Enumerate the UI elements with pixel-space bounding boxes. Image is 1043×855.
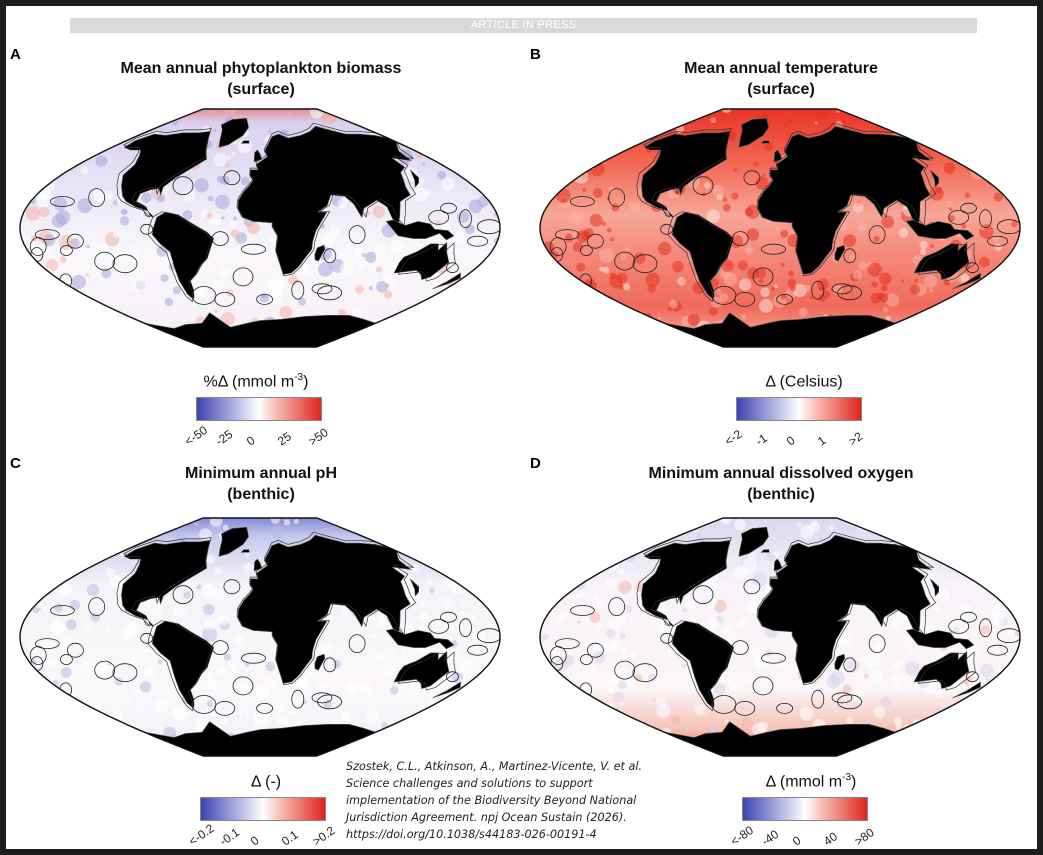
colorbar xyxy=(196,397,322,421)
unit-text: %Δ (mmol m xyxy=(203,373,295,391)
panel-title: Minimum annual dissolved oxygen (benthic… xyxy=(546,463,1016,505)
world-map xyxy=(539,108,1021,348)
unit-exponent: -3 xyxy=(842,772,852,783)
title-line-2: (benthic) xyxy=(747,486,815,503)
colorbar-tick-label: 0 xyxy=(244,433,258,449)
article-in-press-banner: ARTICLE IN PRESS xyxy=(70,18,977,33)
panel-a: A Mean annual phytoplankton biomass (sur… xyxy=(6,40,516,452)
colorbar-unit-label: %Δ (mmol m-3) xyxy=(106,372,406,391)
panel-letter: C xyxy=(10,455,21,472)
unit-suffix: ) xyxy=(303,373,309,391)
citation-text: Szostek, C.L., Atkinson, A., Martinez-Vi… xyxy=(346,758,666,843)
colorbar-tick-label: 0 xyxy=(248,833,262,849)
colorbar-tick-label: 0 xyxy=(784,433,798,449)
colorbar-unit-label: Δ (Celsius) xyxy=(654,372,954,391)
panel-c: C Minimum annual pH (benthic) Δ (-) <-0.… xyxy=(6,449,516,849)
citation-line: Science challenges and solutions to supp… xyxy=(346,777,593,790)
colorbar-tick-label: <-2 xyxy=(722,426,745,449)
panel-title: Mean annual temperature (surface) xyxy=(546,58,1016,100)
panel-b: B Mean annual temperature (surface) Δ (C… xyxy=(526,40,1036,452)
panel-title: Minimum annual pH (benthic) xyxy=(26,463,496,505)
title-line-2: (benthic) xyxy=(227,486,295,503)
colorbar-tick-label: <-0.2 xyxy=(186,821,217,849)
panel-letter: B xyxy=(530,46,541,63)
colorbar xyxy=(742,797,868,821)
panel-d: D Minimum annual dissolved oxygen (benth… xyxy=(526,449,1036,849)
colorbar-unit-label: Δ (mmol m-3) xyxy=(661,772,961,791)
world-map xyxy=(539,517,1021,757)
unit-text: Δ (mmol m xyxy=(765,773,843,791)
colorbar-tick-label: <-50 xyxy=(182,423,210,449)
title-line-2: (surface) xyxy=(227,81,295,98)
title-line-1: Mean annual temperature xyxy=(684,60,878,77)
unit-suffix: ) xyxy=(851,773,857,791)
citation-line: implementation of the Biodiversity Beyon… xyxy=(346,794,637,807)
unit-text: Δ (-) xyxy=(250,773,282,791)
colorbar-tick-label: >0.2 xyxy=(310,823,338,849)
colorbar-tick-label: 40 xyxy=(821,829,840,849)
unit-exponent: -3 xyxy=(294,372,304,383)
title-line-1: Minimum annual pH xyxy=(185,465,337,482)
colorbar-tick-label: 1 xyxy=(815,433,829,449)
citation-line: Jurisdiction Agreement. npj Ocean Sustai… xyxy=(346,811,627,824)
colorbar-tick-label: <-80 xyxy=(728,823,756,849)
colorbar-tick-label: >80 xyxy=(852,825,877,849)
colorbar-tick-label: 0.1 xyxy=(279,827,301,849)
colorbar-tick-label: -40 xyxy=(759,827,782,849)
citation-line: https://doi.org/10.1038/s44183-026-00191… xyxy=(346,828,597,841)
colorbar-tick-label: -0.1 xyxy=(217,825,242,849)
panel-letter: A xyxy=(10,46,21,63)
title-line-1: Minimum annual dissolved oxygen xyxy=(648,465,914,482)
colorbar-tick-label: >50 xyxy=(306,425,331,449)
colorbar-unit-label: Δ (-) xyxy=(116,772,416,791)
colorbar-tick-label: 25 xyxy=(275,429,294,449)
colorbar xyxy=(200,797,326,821)
panel-letter: D xyxy=(530,455,541,472)
panel-title: Mean annual phytoplankton biomass (surfa… xyxy=(26,58,496,100)
colorbar-tick-label: >2 xyxy=(846,429,866,449)
world-map xyxy=(19,517,501,757)
colorbar xyxy=(736,397,862,421)
colorbar-tick-label: -1 xyxy=(753,430,770,449)
title-line-2: (surface) xyxy=(747,81,815,98)
unit-text: Δ (Celsius) xyxy=(765,373,843,391)
world-map xyxy=(19,108,501,348)
figure-page: ARTICLE IN PRESS A Mean annual phytoplan… xyxy=(6,6,1037,849)
colorbar-tick-label: 0 xyxy=(790,833,804,849)
citation-line: Szostek, C.L., Atkinson, A., Martinez-Vi… xyxy=(346,760,643,773)
title-line-1: Mean annual phytoplankton biomass xyxy=(120,60,402,77)
colorbar-tick-label: -25 xyxy=(213,427,236,449)
